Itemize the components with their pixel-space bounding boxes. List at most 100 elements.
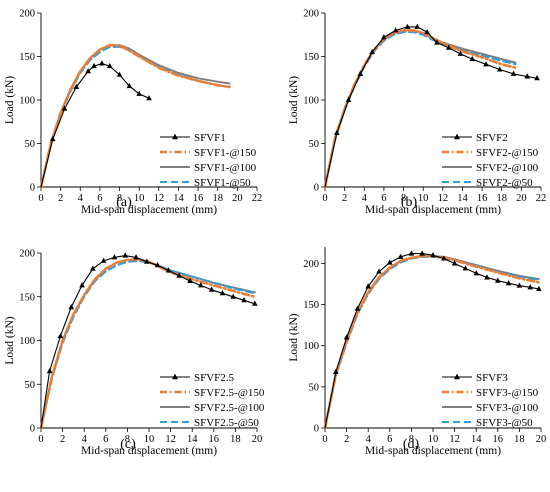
series-point-SFVF2.5	[133, 254, 139, 260]
legend-label-SFVF2.5-@100: SFVF2.5-@100	[194, 402, 265, 414]
legend-label-SFVF2.5: SFVF2.5	[194, 372, 235, 384]
x-tick-label: 2	[342, 193, 347, 204]
series-point-SFVF2.5	[198, 282, 204, 288]
x-tick-label: 4	[366, 434, 372, 445]
series-point-SFVF3	[430, 252, 436, 258]
series-point-SFVF2.5	[165, 267, 172, 273]
y-tick-label: 200	[19, 249, 35, 260]
x-tick-label: 18	[212, 193, 223, 204]
series-point-SFVF1	[146, 95, 152, 101]
x-axis-label: Mid-span displacement (mm)	[365, 204, 501, 216]
x-tick-label: 10	[428, 434, 439, 445]
legend-marker-SFVF2	[454, 133, 460, 140]
panel-label: (a)	[116, 195, 132, 210]
series-point-SFVF2	[333, 129, 340, 136]
series-line-SFVF3-@150	[323, 254, 541, 430]
legend-label-SFVF2.5-@50: SFVF2.5-@50	[194, 417, 259, 429]
x-tick-label: 0	[322, 193, 327, 204]
x-tick-label: 22	[252, 193, 263, 204]
series-line-SFVF2-@50	[324, 31, 517, 188]
series-point-SFVF2	[357, 70, 364, 76]
x-tick-label: 10	[134, 193, 145, 204]
chart-panel-2: 0 2 4 6 8 10 12 14 16 18 20 22 0 50 100 150 200 Mid-span …	[288, 9, 546, 217]
series-point-SFVF2.5	[176, 272, 183, 278]
x-tick-label: 16	[477, 193, 488, 204]
x-tick-label: 8	[117, 193, 122, 204]
series-point-SFVF1	[49, 135, 56, 142]
legend-label-SFVF1-@50: SFVF1-@50	[194, 177, 251, 189]
x-tick-label: 12	[438, 193, 449, 204]
x-tick-label: 6	[381, 193, 386, 204]
series-point-SFVF2.5	[241, 297, 247, 303]
x-tick-label: 18	[230, 434, 241, 445]
legend-label-SFVF1-@150: SFVF1-@150	[194, 147, 257, 159]
series-point-SFVF3	[365, 283, 371, 289]
legend-label-SFVF3-@100: SFVF3-@100	[476, 402, 539, 414]
x-tick-label: 16	[193, 193, 204, 204]
x-axis-label: Mid-span displacement (mm)	[81, 204, 217, 216]
series-point-SFVF1	[85, 68, 91, 74]
y-tick-label: 0	[30, 183, 35, 194]
x-tick-label: 6	[387, 434, 392, 445]
series-point-SFVF3	[354, 305, 361, 311]
panel-label: (c)	[120, 437, 136, 452]
legend-label-SFVF2-@150: SFVF2-@150	[476, 147, 539, 159]
series-point-SFVF2	[414, 23, 421, 29]
x-tick-label: 4	[82, 434, 88, 445]
series-line-SFVF2-@150	[323, 29, 517, 189]
x-tick-label: 18	[496, 193, 507, 204]
series-point-SFVF2.5	[208, 286, 215, 292]
x-tick-label: 2	[58, 193, 63, 204]
y-tick-label: 200	[19, 9, 35, 20]
series-point-SFVF2	[524, 73, 531, 79]
series-point-SFVF3	[462, 265, 469, 271]
series-point-SFVF2.5	[100, 257, 107, 263]
series-point-SFVF3	[397, 253, 404, 259]
series-point-SFVF3	[484, 274, 490, 280]
series-point-SFVF2.5	[57, 332, 64, 339]
series-point-SFVF2	[404, 23, 411, 29]
series-point-SFVF2	[469, 55, 476, 62]
series-point-SFVF2	[534, 75, 540, 81]
series-point-SFVF2.5	[219, 290, 226, 296]
y-tick-label: 100	[19, 336, 35, 347]
x-tick-label: 4	[78, 193, 84, 204]
x-tick-label: 6	[97, 193, 102, 204]
series-point-SFVF2	[496, 66, 503, 72]
series-point-SFVF3	[516, 282, 523, 288]
x-tick-label: 6	[103, 434, 108, 445]
legend-label-SFVF1: SFVF1	[194, 132, 226, 144]
series-point-SFVF2.5	[68, 304, 75, 310]
series-point-SFVF2	[510, 70, 517, 76]
series-point-SFVF2.5	[122, 252, 129, 258]
series-line-SFVF1-@150	[39, 43, 231, 189]
y-axis-label: Load (kN)	[4, 76, 16, 124]
series-point-SFVF3	[333, 368, 339, 375]
y-axis-label: Load (kN)	[288, 76, 300, 124]
y-tick-label: 150	[19, 292, 35, 303]
x-tick-label: 20	[232, 193, 243, 204]
legend-label-SFVF1-@100: SFVF1-@100	[194, 162, 257, 174]
x-tick-label: 10	[418, 193, 429, 204]
x-tick-label: 2	[344, 434, 349, 445]
series-point-SFVF3	[527, 284, 533, 290]
series-point-SFVF1	[61, 105, 68, 111]
series-point-SFVF3	[408, 250, 415, 256]
panel-label: (b)	[401, 195, 418, 210]
y-tick-label: 50	[309, 139, 320, 150]
x-tick-label: 0	[38, 434, 43, 445]
x-axis-label: Mid-span displacement (mm)	[365, 445, 501, 457]
series-point-SFVF3	[536, 285, 542, 291]
y-tick-label: 150	[19, 52, 35, 63]
y-tick-label: 50	[25, 139, 36, 150]
panel-label: (d)	[403, 437, 420, 452]
series-point-SFVF2.5	[252, 300, 258, 306]
series-point-SFVF1	[126, 82, 133, 89]
series-point-SFVF2.5	[144, 258, 150, 264]
series-point-SFVF2.5	[90, 265, 96, 271]
legend-label-SFVF3: SFVF3	[476, 372, 508, 384]
x-axis-label: Mid-span displacement (mm)	[81, 445, 217, 457]
y-tick-label: 0	[314, 424, 319, 435]
